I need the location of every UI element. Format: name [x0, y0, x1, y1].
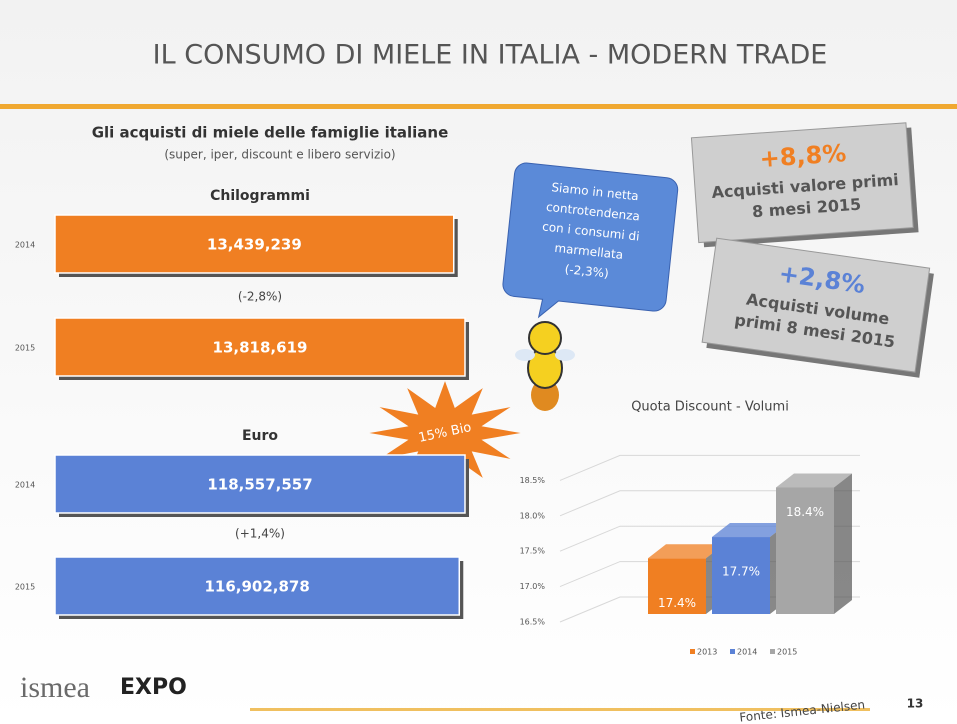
bar: [54, 556, 461, 616]
y-tick-label: 17.0%: [520, 582, 546, 591]
box-value: +8,8%: [759, 139, 847, 173]
header-rule: [0, 104, 957, 109]
value-label: 17.4%: [658, 596, 696, 610]
chart-title: Euro: [242, 428, 278, 444]
bar: [712, 537, 770, 614]
bar: [54, 214, 455, 274]
value-label: 118,557,557: [207, 476, 312, 494]
legend-label: 2015: [777, 648, 797, 657]
logo-ismea: ismea: [20, 671, 90, 704]
section-title: Gli acquisti di miele delle famiglie ita…: [92, 124, 449, 142]
y-tick-label: 18.0%: [520, 511, 546, 520]
bee-illustration: [515, 321, 575, 411]
y-tick-label: 17.5%: [520, 547, 546, 556]
legend-swatch: [690, 649, 695, 654]
category-label: 2015: [15, 344, 35, 353]
legend-label: 2014: [737, 648, 757, 657]
chart-title: Chilogrammi: [210, 188, 310, 204]
bar-top: [776, 473, 852, 488]
starburst: [369, 381, 521, 485]
box: [701, 237, 931, 373]
bar: [776, 487, 834, 614]
bar-side: [834, 473, 852, 614]
annotation: (+1,4%): [235, 527, 285, 541]
legend-label: 2013: [697, 648, 717, 657]
bar: [648, 558, 706, 614]
legend-swatch: [730, 649, 735, 654]
bar-top: [648, 544, 724, 559]
y-tick-label: 18.5%: [520, 476, 546, 485]
section-subtitle: (super, iper, discount e libero servizio…: [164, 148, 395, 162]
y-tick-label: 16.5%: [520, 618, 546, 627]
annotation: (-2,8%): [238, 290, 282, 304]
value-label: 13,439,239: [207, 236, 302, 254]
logo-expo: EXPO: [120, 675, 187, 700]
bar: [54, 317, 466, 377]
bar: [54, 454, 466, 514]
chart-title: Quota Discount - Volumi: [631, 400, 789, 415]
category-label: 2014: [15, 481, 35, 490]
legend-swatch: [770, 649, 775, 654]
bar-top: [712, 523, 788, 538]
category-label: 2015: [15, 583, 35, 592]
value-label: 18.4%: [786, 505, 824, 519]
slide-title: IL CONSUMO DI MIELE IN ITALIA - MODERN T…: [153, 40, 828, 71]
bubble-line: (-2,3%): [564, 262, 609, 281]
bubble-shape: [502, 162, 679, 319]
grid-line: [559, 454, 860, 481]
box: [690, 122, 914, 244]
page-number: 13: [907, 697, 924, 711]
value-label: 17.7%: [722, 565, 760, 579]
value-label: 13,818,619: [213, 339, 308, 357]
value-label: 116,902,878: [204, 578, 309, 596]
footer-rule: [250, 708, 870, 711]
category-label: 2014: [15, 241, 35, 250]
